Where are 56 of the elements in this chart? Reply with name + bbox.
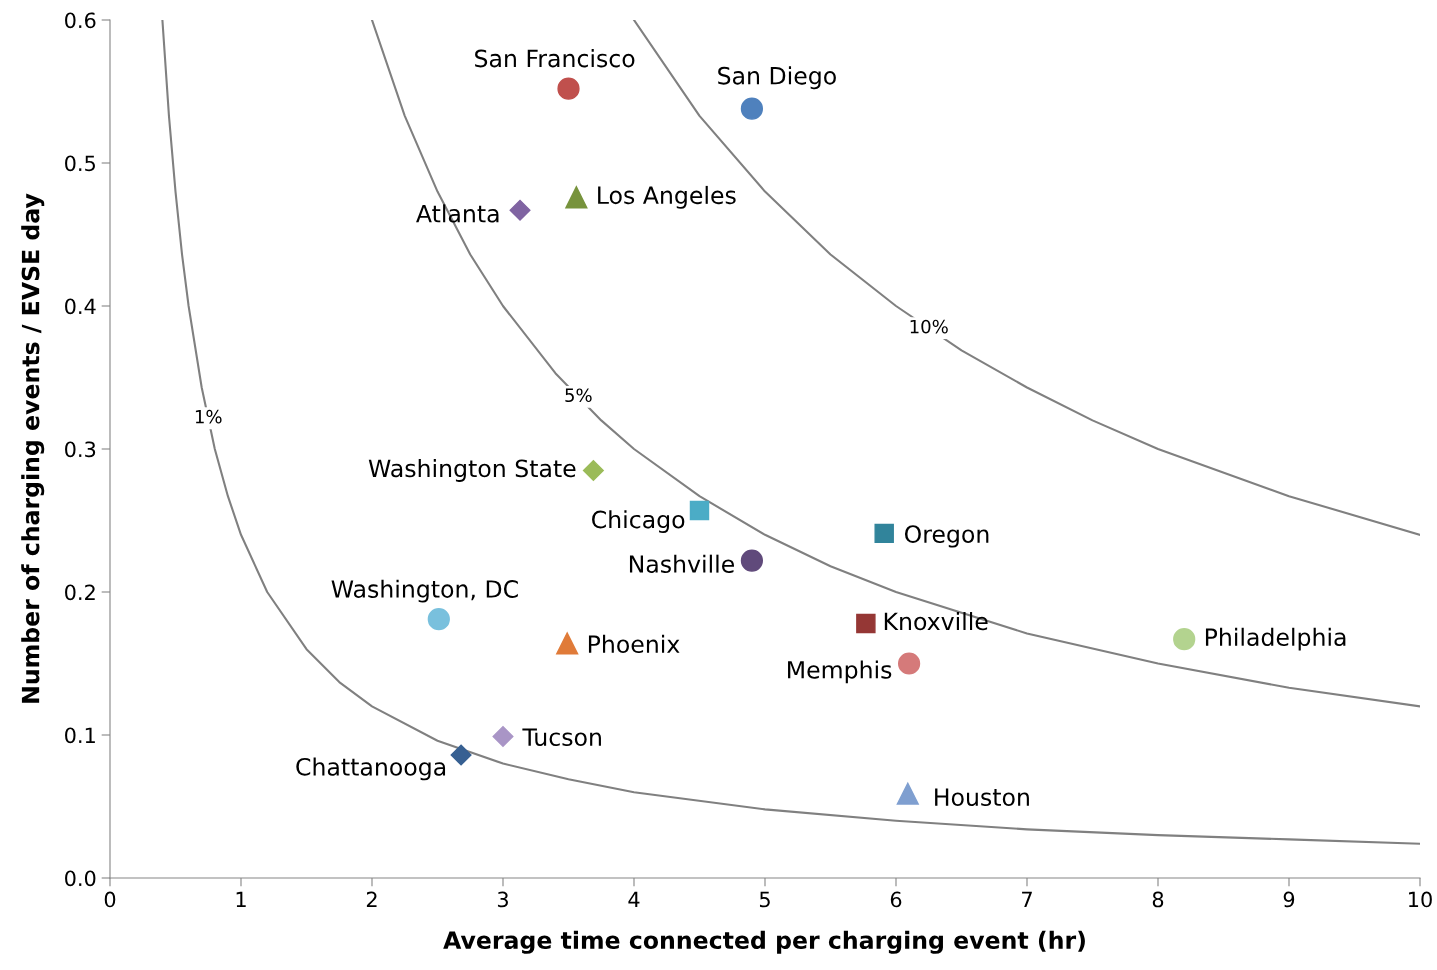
series-label: Chicago (592, 510, 685, 534)
point (557, 77, 580, 100)
series-label: Washington, DC (331, 579, 518, 603)
series-label: Knoxville (884, 612, 988, 631)
point (689, 500, 710, 521)
point (896, 782, 919, 805)
point (582, 459, 604, 481)
line-series (161, 20, 1420, 845)
series-label: Oregon (904, 525, 989, 548)
series-label: San Francisco (475, 49, 635, 68)
series-label: San Diego (718, 66, 836, 90)
x-tick-label: 7 (1022, 891, 1032, 908)
series-label: Tucson (522, 728, 601, 747)
x-tick-label: 10 (1409, 891, 1432, 908)
x-tick-label: 9 (1283, 891, 1295, 908)
y-tick-label: 0.2 (65, 584, 95, 601)
x-tick-label: 8 (1152, 891, 1164, 908)
series-label: 1% (195, 409, 222, 424)
series-label: Atlanta (416, 204, 499, 223)
series-label: Washington State (368, 459, 576, 482)
y-axis-title: Number of charging events / EVSE day (21, 193, 45, 703)
y-tick-label: 0.3 (65, 441, 96, 458)
series-label: Houston (935, 788, 1029, 807)
x-tick-label: 0 (104, 891, 116, 908)
series-label: 5% (565, 388, 592, 403)
series-label: Los Angeles (598, 185, 736, 209)
y-tick-label: 0.1 (65, 727, 95, 744)
point (1173, 628, 1196, 651)
point (556, 632, 579, 655)
point (740, 549, 764, 572)
x-tick-label: 4 (628, 891, 640, 908)
x-tick-label: 6 (890, 891, 902, 908)
x-tick-label: 2 (366, 891, 377, 908)
series-label: 10% (910, 319, 948, 334)
x-tick-label: 1 (236, 891, 246, 908)
point (740, 97, 764, 120)
point (897, 652, 921, 675)
y-tick-label: 0.4 (65, 298, 96, 315)
point (509, 199, 531, 221)
x-tick-label: 3 (497, 891, 508, 908)
x-axis-title: Average time connected per charging event (hr) (443, 930, 1085, 954)
point (565, 186, 588, 209)
y-tick-label: 0.5 (65, 155, 95, 172)
series-label: Memphis (788, 660, 892, 684)
y-tick-label: 0.6 (65, 12, 96, 29)
y-tick-label: 0.0 (65, 870, 96, 887)
series-label: Chattanooga (296, 757, 446, 781)
point (450, 744, 472, 766)
x-tick-label: 5 (759, 891, 770, 908)
series-label: Phoenix (588, 634, 680, 654)
point (874, 523, 894, 544)
series-label: Nashville (629, 554, 734, 573)
point (427, 608, 450, 631)
series-label: Philadelphia (1205, 627, 1346, 651)
point (492, 725, 514, 747)
point (856, 613, 876, 634)
